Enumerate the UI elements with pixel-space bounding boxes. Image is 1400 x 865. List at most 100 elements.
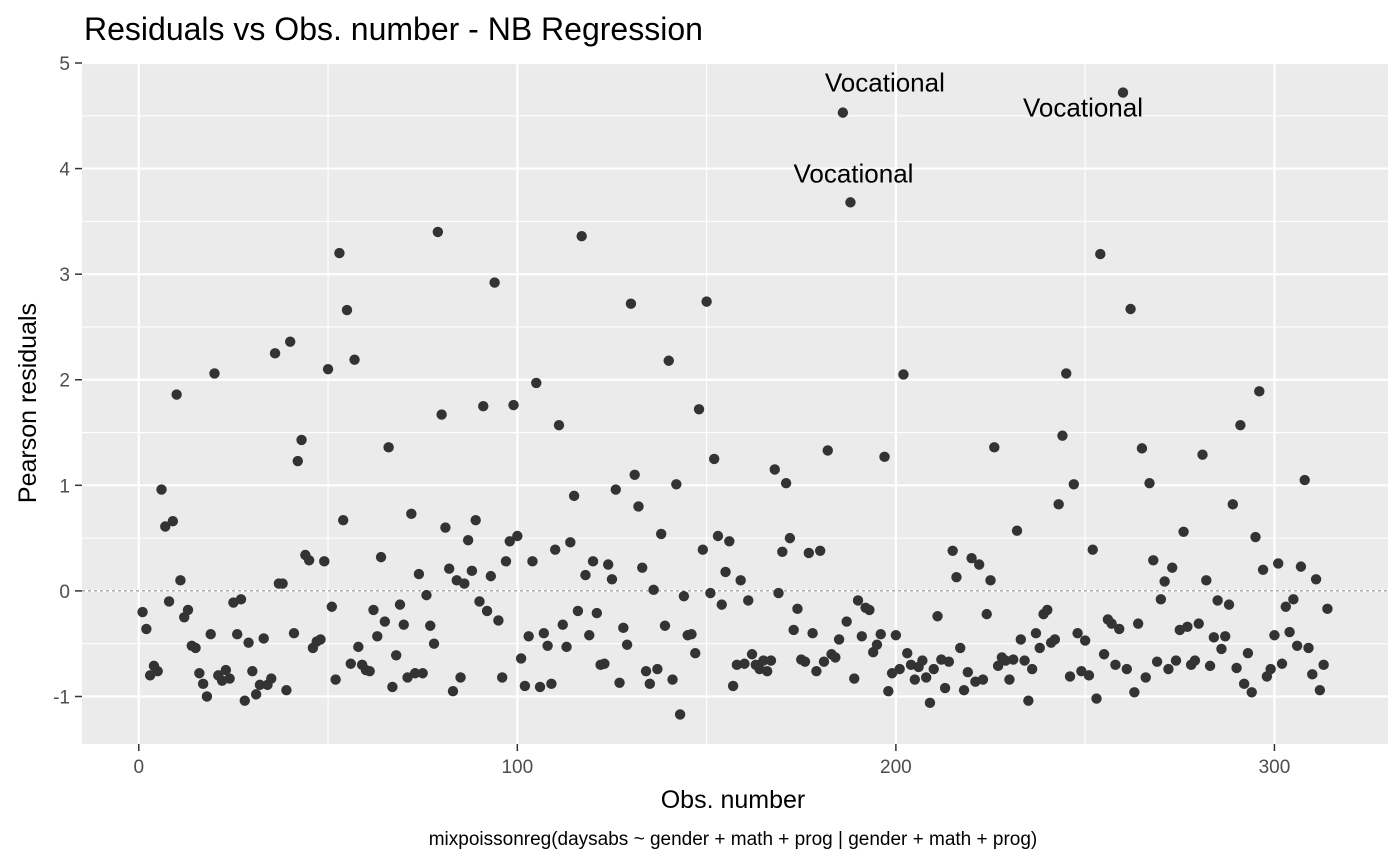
data-point (258, 633, 269, 644)
data-point (818, 656, 830, 667)
data-point (167, 516, 179, 527)
data-point (413, 568, 425, 580)
data-point (962, 667, 974, 678)
data-point (731, 659, 743, 671)
data-point (951, 571, 962, 583)
data-point (917, 655, 928, 666)
data-point (724, 536, 735, 547)
data-point (224, 673, 235, 684)
data-point (322, 363, 334, 375)
data-point (920, 672, 932, 683)
data-point (1114, 623, 1125, 635)
data-point (1004, 674, 1015, 685)
data-point (667, 674, 678, 685)
data-point (527, 556, 538, 567)
data-point (512, 530, 523, 542)
data-point (549, 544, 561, 555)
data-point (924, 697, 936, 709)
data-point (390, 650, 402, 661)
data-point (758, 655, 769, 666)
data-point (958, 684, 970, 696)
data-point (1254, 386, 1265, 397)
data-point (1197, 449, 1208, 460)
data-point (1318, 659, 1329, 671)
data-point (1303, 642, 1314, 654)
data-point (1030, 627, 1042, 639)
data-point (883, 686, 894, 697)
data-point (966, 552, 977, 564)
data-point (671, 479, 682, 490)
data-point (1068, 479, 1080, 490)
data-point (1265, 663, 1276, 675)
data-point (841, 616, 852, 627)
data-point (1223, 599, 1235, 610)
data-point (1212, 595, 1223, 606)
data-point (364, 665, 375, 677)
minor-gridlines (82, 63, 1388, 744)
data-point (727, 680, 739, 692)
data-point (266, 673, 277, 684)
data-point (712, 530, 724, 542)
data-point (201, 691, 213, 702)
annotation-label: Vocational (1023, 93, 1143, 123)
data-point (334, 247, 345, 259)
data-point (663, 355, 674, 366)
data-point (1322, 603, 1333, 615)
data-point (1314, 684, 1326, 696)
data-point (141, 623, 152, 635)
data-point (561, 641, 572, 653)
data-point (830, 652, 841, 663)
data-point (1170, 655, 1182, 666)
data-point (474, 596, 485, 607)
data-point (303, 555, 315, 566)
data-point (765, 655, 777, 666)
y-tick-label: 1 (59, 476, 70, 497)
data-point (599, 658, 610, 669)
data-point (470, 514, 481, 526)
data-point (398, 619, 409, 630)
data-point (1257, 564, 1269, 575)
data-point (572, 605, 584, 617)
data-point (1284, 626, 1295, 638)
data-point (674, 709, 686, 720)
data-point (292, 455, 303, 467)
data-point (939, 682, 951, 694)
data-point (315, 634, 326, 645)
data-point (625, 298, 637, 309)
data-point (739, 658, 750, 669)
data-point (394, 599, 406, 610)
data-point (852, 595, 864, 606)
data-point (152, 665, 163, 677)
data-point (621, 639, 633, 650)
data-point (428, 638, 440, 649)
data-point (856, 631, 868, 642)
data-point (443, 563, 455, 574)
data-point (1015, 634, 1027, 645)
data-point (546, 678, 557, 690)
data-point (1159, 576, 1170, 587)
data-point (773, 587, 784, 599)
x-axis-label: Obs. number (661, 786, 806, 814)
data-point (811, 665, 822, 677)
data-point (269, 348, 281, 359)
data-point (1295, 561, 1307, 572)
data-point (341, 304, 353, 316)
data-point (156, 484, 167, 495)
data-point (478, 400, 489, 412)
data-point (1189, 655, 1201, 666)
data-point (402, 672, 413, 683)
plot-panel (82, 63, 1388, 744)
data-point (406, 508, 417, 520)
data-point (989, 442, 1000, 453)
data-point (1204, 660, 1216, 672)
data-point (875, 628, 886, 640)
data-point (1026, 663, 1038, 675)
data-point (1235, 419, 1246, 431)
data-point (1299, 474, 1310, 486)
data-point (1042, 604, 1053, 616)
data-point (977, 674, 989, 685)
data-point (160, 521, 171, 532)
data-point (701, 296, 712, 307)
data-point (515, 653, 527, 664)
